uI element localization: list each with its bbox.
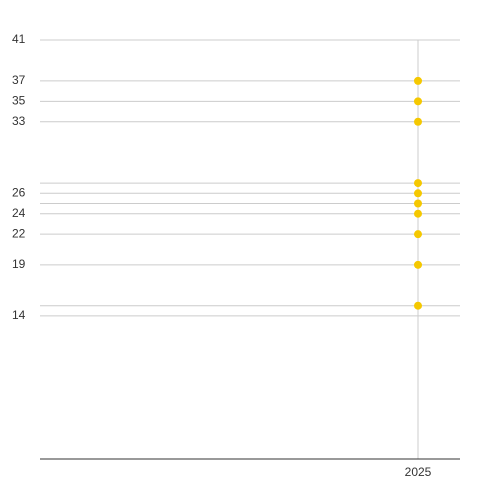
point xyxy=(414,179,422,188)
point xyxy=(414,260,422,269)
y-tick-label: 24 xyxy=(12,206,26,220)
y-tick-label: 35 xyxy=(12,93,26,107)
point xyxy=(414,189,422,198)
point xyxy=(414,209,422,218)
y-tick-label: 33 xyxy=(12,114,26,128)
point xyxy=(414,97,422,106)
y-tick-label: 26 xyxy=(12,185,26,199)
point xyxy=(414,199,422,208)
point xyxy=(414,117,422,126)
point xyxy=(414,76,422,85)
y-tick-label: 22 xyxy=(12,226,26,240)
point xyxy=(414,301,422,310)
x-tick-label: 2025 xyxy=(405,465,432,479)
point xyxy=(414,230,422,239)
y-tick-label: 14 xyxy=(12,308,26,322)
y-tick-label: 41 xyxy=(12,32,26,46)
y-tick-label: 37 xyxy=(12,73,26,87)
y-tick-label: 19 xyxy=(12,257,26,271)
